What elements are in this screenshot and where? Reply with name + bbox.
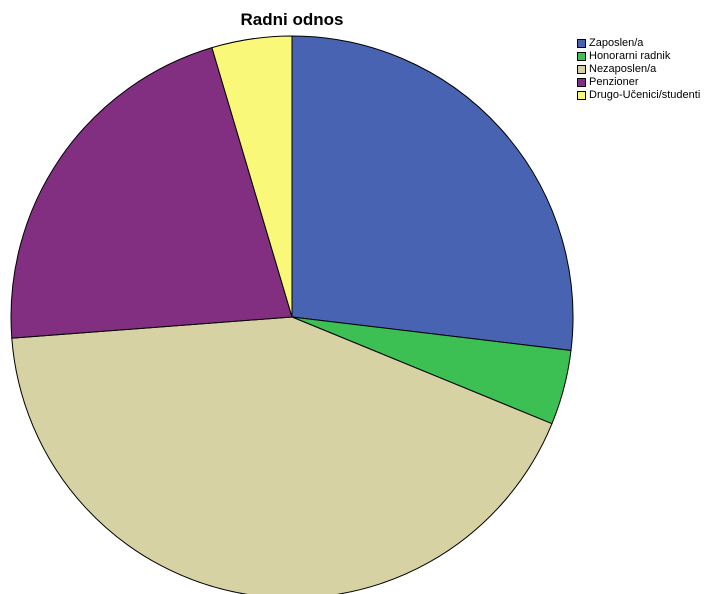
pie-slice-2 [11, 316, 553, 594]
pie-slice-3 [10, 47, 293, 339]
legend-label: Zaposlen/a [589, 37, 644, 49]
legend-swatch [577, 91, 586, 100]
legend-item: Honorarni radnik [577, 50, 700, 63]
legend-item: Nezaposlen/a [577, 63, 700, 76]
pie-slice-0 [291, 35, 574, 352]
legend-label: Nezaposlen/a [589, 63, 657, 75]
legend-item: Drugo-Učenici/studenti [577, 89, 700, 102]
legend-swatch [577, 52, 586, 61]
legend-label: Honorarni radnik [589, 50, 671, 62]
legend-item: Penzioner [577, 76, 700, 89]
legend-swatch [577, 78, 586, 87]
legend-swatch [577, 39, 586, 48]
legend-label: Penzioner [589, 76, 639, 88]
legend-item: Zaposlen/a [577, 37, 700, 50]
pie-slice-4 [211, 35, 293, 318]
chart-title: Radni odnos [240, 10, 344, 29]
legend-swatch [577, 65, 586, 74]
legend-label: Drugo-Učenici/studenti [589, 89, 701, 101]
legend: Zaposlen/a Honorarni radnik Nezaposlen/a Pe… [577, 37, 700, 102]
